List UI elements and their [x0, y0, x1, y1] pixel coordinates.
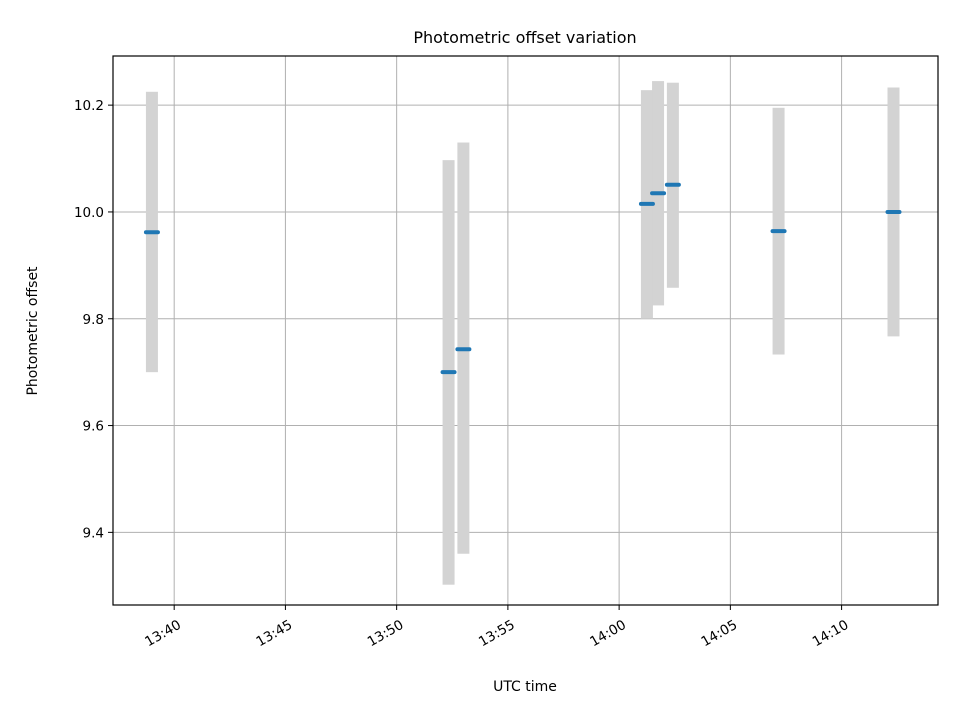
x-axis-label: UTC time [493, 679, 557, 695]
y-axis-label: Photometric offset [25, 266, 41, 396]
y-tick-label: 10.0 [74, 205, 104, 221]
y-tick-label: 9.8 [83, 312, 104, 328]
plot-frame [112, 55, 939, 606]
data-points [143, 182, 902, 375]
grid [113, 56, 938, 605]
chart-title: Photometric offset variation [413, 28, 636, 47]
y-tick-label: 10.2 [74, 98, 104, 114]
y-tick-label: 9.4 [83, 525, 104, 541]
y-tick-label: 9.6 [83, 419, 104, 435]
